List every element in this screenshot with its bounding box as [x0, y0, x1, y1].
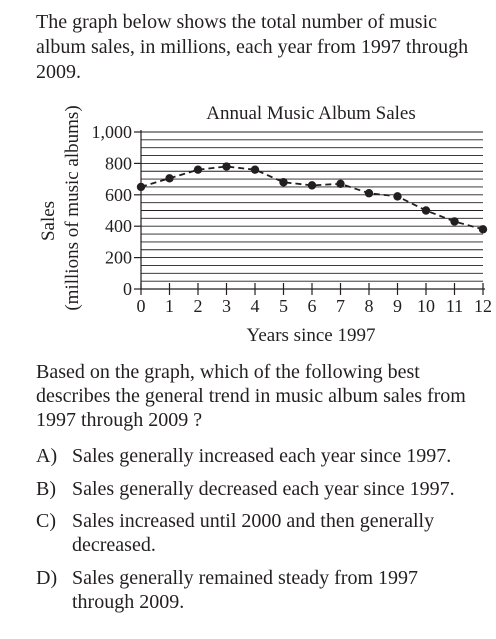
- choice-letter: A): [36, 445, 58, 467]
- data-point: [165, 174, 174, 183]
- data-point: [136, 182, 146, 192]
- data-point: [393, 192, 402, 201]
- y-tick-label: 200: [105, 248, 132, 268]
- x-tick-label: 1: [165, 296, 174, 316]
- data-point: [193, 165, 203, 174]
- y-tick-label: 600: [105, 185, 132, 205]
- x-tick-labels: 0 1 2 3 4 5 6 7 8 9 10 11 12: [137, 296, 493, 316]
- x-tick-label: 8: [365, 296, 374, 316]
- answer-choice-a[interactable]: A) Sales generally increased each year s…: [36, 444, 476, 468]
- choice-letter: C): [36, 510, 56, 532]
- data-point: [222, 162, 231, 171]
- answer-choice-d[interactable]: D) Sales generally remained steady from …: [36, 566, 476, 614]
- data-point: [307, 181, 317, 190]
- sales-series: [136, 162, 488, 234]
- x-axis-label: Years since 1997: [247, 325, 376, 345]
- x-tick-label: 7: [336, 296, 345, 316]
- data-point: [250, 165, 260, 174]
- x-tick-label: 4: [251, 296, 260, 316]
- intro-text: The graph below shows the total number o…: [36, 11, 469, 83]
- x-tick-label: 11: [446, 296, 463, 316]
- data-point: [450, 217, 459, 226]
- x-tick-label: 3: [222, 296, 231, 316]
- axes: [134, 130, 485, 295]
- grid-lines: [141, 131, 483, 282]
- x-tick-label: 9: [393, 296, 402, 316]
- choice-text: Sales generally decreased each year sinc…: [72, 478, 455, 500]
- music-sales-line-chart: Annual Music Album Sales 0 200 400 600 800 1,…: [38, 103, 493, 345]
- y-tick-labels: 0 200 400 600 800 1,000: [92, 122, 133, 299]
- x-tick-label: 12: [474, 296, 492, 316]
- choice-text: Sales generally increased each year sinc…: [72, 445, 452, 467]
- choice-letter: B): [36, 478, 56, 500]
- series-line: [140, 165, 484, 231]
- y-axis-label-line1: Sales: [38, 201, 59, 241]
- answer-choice-c[interactable]: C) Sales increased until 2000 and then g…: [36, 509, 476, 557]
- data-point: [279, 178, 288, 187]
- x-tick-label: 5: [279, 296, 288, 316]
- x-tick-label: 6: [308, 296, 317, 316]
- data-point: [478, 225, 488, 234]
- x-tick-label: 2: [194, 296, 203, 316]
- y-tick-label: 0: [123, 279, 132, 299]
- y-tick-label: 800: [105, 153, 132, 173]
- y-axis-label-line2: (millions of music albums): [62, 105, 83, 310]
- y-tick-label: 400: [105, 216, 132, 236]
- chart-title: Annual Music Album Sales: [206, 103, 416, 124]
- question-text: Based on the graph, which of the followi…: [36, 361, 466, 431]
- x-tick-label: 10: [417, 296, 435, 316]
- answer-choice-b[interactable]: B) Sales generally decreased each year s…: [36, 477, 476, 501]
- choice-letter: D): [36, 567, 58, 589]
- data-point: [421, 206, 431, 215]
- y-tick-label: 1,000: [92, 122, 133, 142]
- choice-text: Sales generally remained steady from 199…: [72, 567, 418, 613]
- choice-text: Sales increased until 2000 and then gene…: [72, 510, 435, 556]
- data-point: [336, 179, 345, 189]
- x-tick-label: 0: [137, 296, 146, 316]
- data-point: [364, 189, 374, 198]
